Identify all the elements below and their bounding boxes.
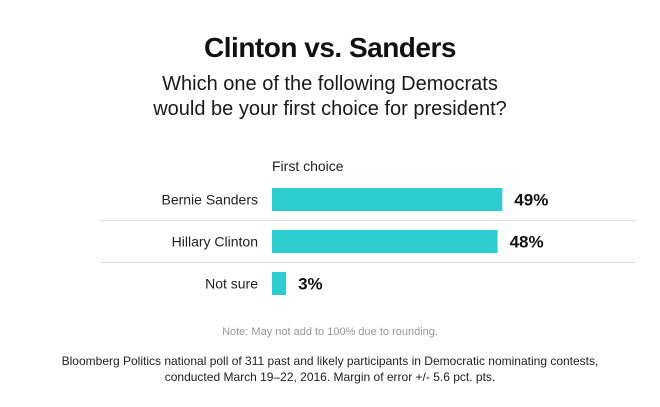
bar bbox=[272, 272, 287, 295]
chart-title: Clinton vs. Sanders bbox=[204, 32, 456, 63]
bar bbox=[272, 188, 503, 211]
category-label: Hillary Clinton bbox=[172, 234, 258, 250]
category-label: Bernie Sanders bbox=[161, 192, 258, 208]
series-header: First choice bbox=[272, 158, 344, 174]
source-note: Bloomberg Politics national poll of 311 … bbox=[0, 353, 660, 385]
source-line-1: Bloomberg Politics national poll of 311 … bbox=[61, 354, 599, 368]
category-label: Not sure bbox=[205, 276, 258, 292]
bar-chart: Bernie Sanders 49% Hillary Clinton 48% Not s… bbox=[100, 188, 636, 295]
rounding-note: Note: May not add to 100% due to roundin… bbox=[222, 326, 438, 338]
source-line-2: conducted March 19–22, 2016. Margin of e… bbox=[164, 370, 496, 384]
subtitle-line-2: would be your first choice for president… bbox=[153, 98, 507, 120]
value-label: 48% bbox=[510, 233, 544, 252]
subtitle-line-1: Which one of the following Democrats bbox=[162, 73, 498, 95]
value-label: 3% bbox=[298, 275, 323, 294]
bar bbox=[272, 230, 498, 253]
chart-subtitle: Which one of the following Democrats wou… bbox=[0, 72, 660, 122]
value-label: 49% bbox=[514, 191, 548, 210]
